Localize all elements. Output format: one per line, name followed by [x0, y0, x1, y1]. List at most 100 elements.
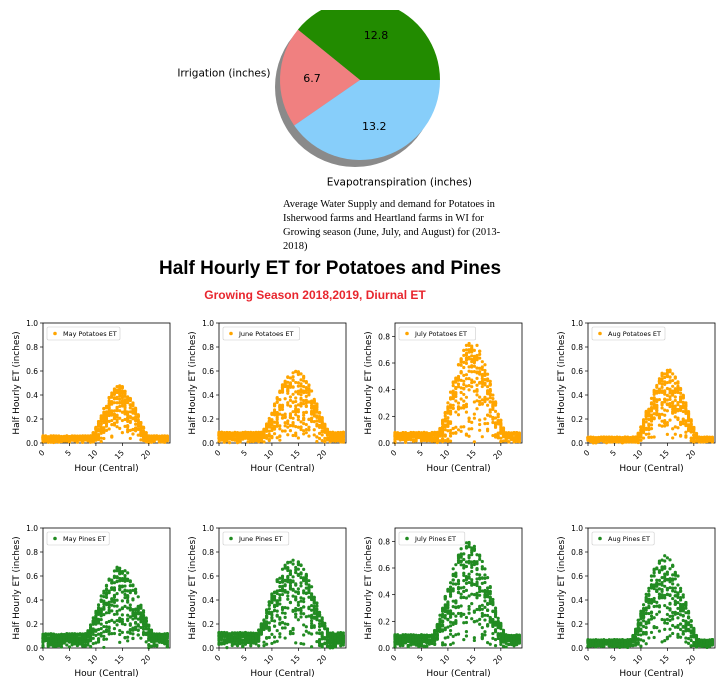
data-point — [454, 432, 457, 435]
data-point — [118, 633, 121, 636]
x-tick-label: 20 — [139, 653, 152, 666]
y-tick-label: 0.6 — [26, 367, 38, 376]
data-point — [671, 427, 674, 430]
data-point — [650, 414, 653, 417]
data-point — [307, 393, 310, 396]
data-point — [310, 594, 313, 597]
legend-marker — [229, 537, 233, 541]
data-point — [268, 439, 271, 442]
pie-value-precipitation: 12.8 — [364, 29, 389, 42]
data-point — [145, 640, 148, 643]
data-point — [483, 363, 486, 366]
data-point — [650, 427, 653, 430]
data-point — [286, 401, 289, 404]
data-point — [142, 427, 145, 430]
data-point — [257, 635, 260, 638]
data-point — [647, 432, 650, 435]
data-point — [273, 432, 276, 435]
data-point — [318, 411, 321, 414]
data-point — [302, 642, 305, 645]
data-point — [462, 383, 465, 386]
data-point — [137, 595, 140, 598]
data-point — [113, 422, 116, 425]
data-point — [483, 400, 486, 403]
data-point — [502, 427, 505, 430]
y-axis-title: Half Hourly ET (inches) — [12, 331, 22, 434]
data-point — [299, 420, 302, 423]
data-point — [690, 420, 693, 423]
data-point — [262, 618, 265, 621]
data-point — [452, 384, 455, 387]
data-point — [108, 630, 111, 633]
data-point — [642, 436, 645, 439]
data-point — [100, 627, 103, 630]
y-tick-label: 0.4 — [26, 596, 38, 605]
x-tick-label: 10 — [86, 653, 99, 666]
data-point — [711, 436, 714, 439]
data-point — [676, 385, 679, 388]
data-point — [273, 619, 276, 622]
x-tick-label: 15 — [113, 448, 126, 461]
legend: Aug Potatoes ET — [592, 327, 665, 340]
data-point — [518, 440, 521, 443]
x-axis-title: Hour (Central) — [619, 464, 683, 474]
data-point — [491, 397, 494, 400]
data-point — [115, 421, 118, 424]
data-point — [297, 418, 300, 421]
data-point — [470, 354, 473, 357]
y-tick-label: 0.0 — [202, 439, 214, 448]
data-point — [473, 349, 476, 352]
data-point — [265, 643, 268, 646]
data-point — [491, 393, 494, 396]
data-point — [655, 400, 658, 403]
data-point — [305, 411, 308, 414]
data-point — [467, 435, 470, 438]
data-point — [460, 371, 463, 374]
data-point — [486, 422, 489, 425]
x-tick-label: 10 — [86, 448, 99, 461]
legend-marker — [598, 332, 602, 336]
data-point — [126, 599, 129, 602]
data-point — [475, 377, 478, 380]
data-point — [123, 636, 126, 639]
data-point — [137, 629, 140, 632]
data-point — [655, 404, 658, 407]
data-point — [342, 641, 345, 644]
y-tick-label: 0.6 — [202, 572, 214, 581]
data-point — [318, 629, 321, 632]
data-point — [491, 408, 494, 411]
data-point — [262, 428, 265, 431]
data-point — [118, 641, 121, 644]
data-point — [305, 431, 308, 434]
data-point — [131, 632, 134, 635]
legend-marker — [405, 332, 409, 336]
data-point — [121, 631, 124, 634]
data-point — [494, 426, 497, 429]
data-point — [460, 359, 463, 362]
data-point — [687, 412, 690, 415]
legend-marker — [229, 332, 233, 336]
data-point — [467, 417, 470, 420]
data-point — [297, 618, 300, 621]
data-point — [166, 435, 169, 438]
data-point — [286, 575, 289, 578]
data-point — [660, 420, 663, 423]
data-point — [123, 605, 126, 608]
data-point — [465, 384, 468, 387]
y-tick-label: 0.0 — [571, 439, 583, 448]
y-tick-label: 1.0 — [571, 319, 583, 328]
data-point — [108, 625, 111, 628]
y-tick-label: 0.6 — [26, 572, 38, 581]
data-point — [257, 644, 260, 647]
data-point — [286, 422, 289, 425]
data-point — [262, 641, 265, 644]
data-point — [313, 626, 316, 629]
data-point — [123, 584, 126, 587]
data-point — [121, 599, 124, 602]
x-axis-title: Hour (Central) — [426, 464, 490, 474]
data-point — [465, 373, 468, 376]
data-point — [121, 385, 124, 388]
data-point — [97, 637, 100, 640]
x-tick-label: 20 — [139, 448, 152, 461]
